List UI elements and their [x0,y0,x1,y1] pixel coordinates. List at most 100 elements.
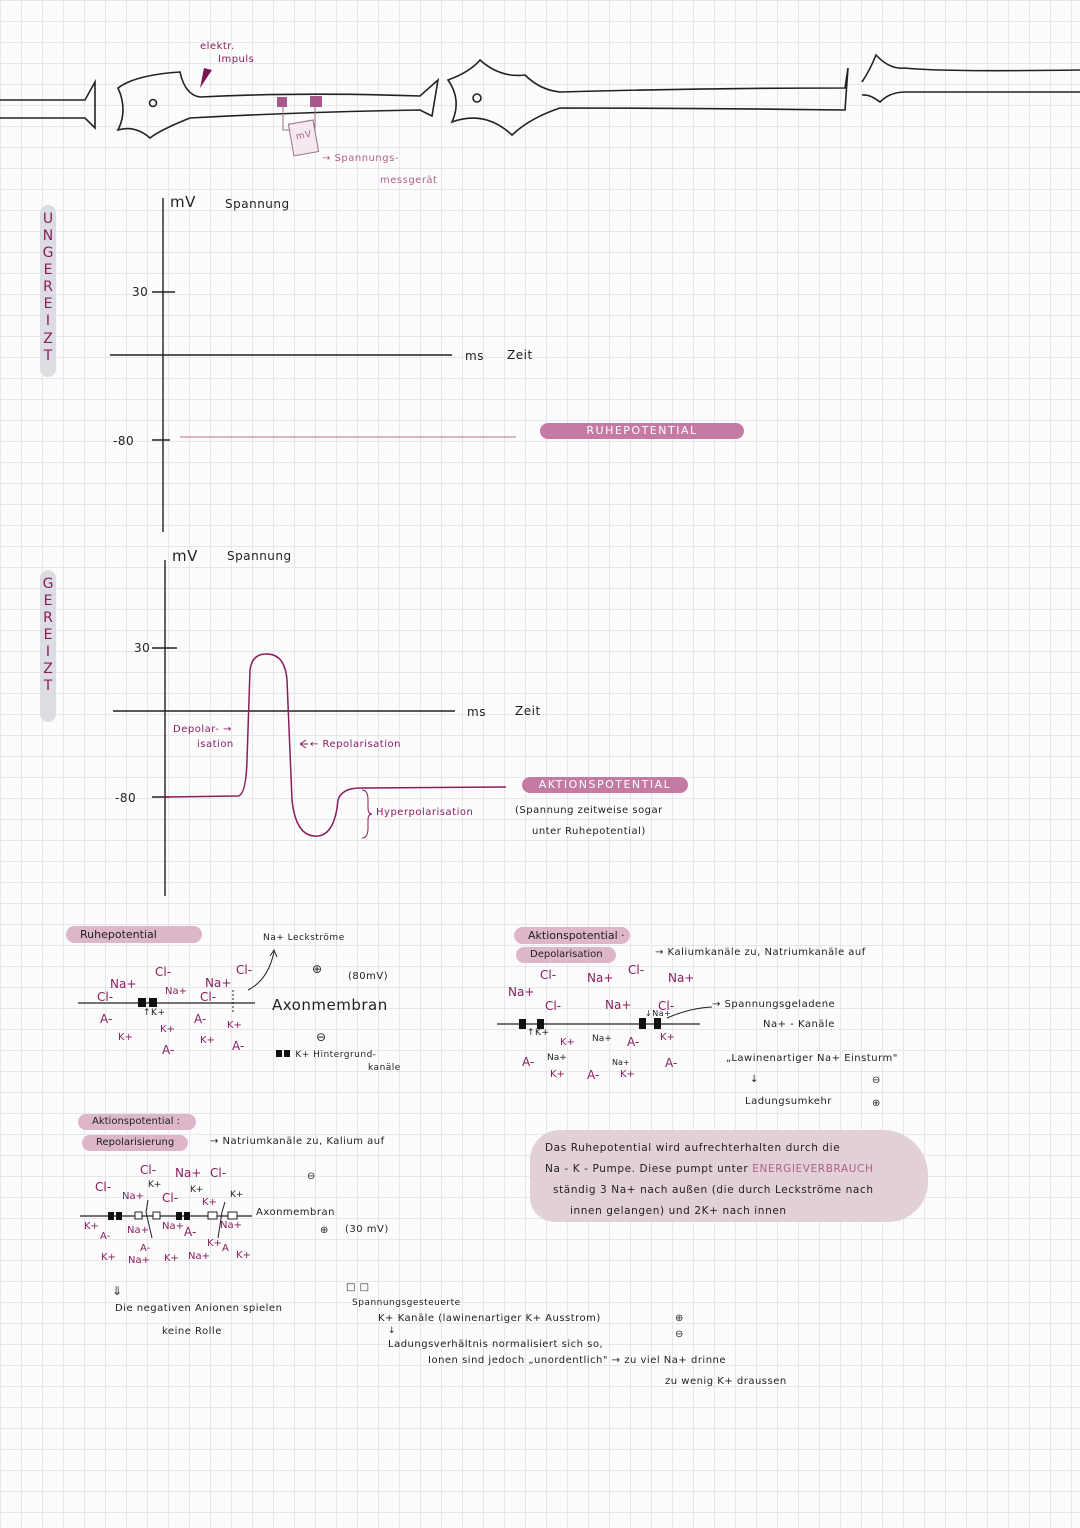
ion: A- [100,1012,113,1026]
ion: A- [184,1225,197,1239]
section-subtitle-repolarisierung: Repolarisierung [82,1135,188,1151]
summary-line: ständig 3 Na+ nach außen (die durch Leck… [553,1184,874,1196]
x-title: Zeit [507,348,533,362]
depolarisation-label: Depolar- → [173,724,232,735]
badge-aktionspotential: AKTIONSPOTENTIAL [522,777,688,794]
section-title-aktionspotential: Aktionspotential · [514,927,630,945]
badge-ruhepotential: RUHEPOTENTIAL [540,423,744,440]
ion: Na+ [612,1058,630,1067]
x-unit: ms [467,705,486,719]
ion: Na+ [122,1191,144,1202]
legend-text-3: Ladungsverhältnis normalisiert sich so, [388,1339,604,1350]
y-title: Spannung [225,197,290,211]
summary-line: Das Ruhepotential wird aufrechterhalten … [545,1142,841,1154]
ion: K+ [560,1037,575,1048]
summary-highlight [530,1130,928,1222]
ion: K+ [164,1253,179,1264]
legend-symbol: □ □ [346,1282,370,1293]
y-title: Spannung [227,549,292,563]
legend-k-channels: K+ Hintergrund- [276,1050,377,1060]
ion: A- [162,1043,175,1057]
ion: Na+ [175,1166,202,1180]
y-unit: mV [172,547,198,565]
meter-label: → Spannungs- [322,153,399,164]
ion: K+ [236,1250,251,1261]
ion: Cl- [545,999,562,1013]
x-title: Zeit [515,704,541,718]
section-title-ruhepotential: Ruhepotential [66,926,202,944]
ion: A- [194,1012,207,1026]
x-unit: ms [465,349,484,363]
ion: Cl- [140,1163,157,1177]
k-arrow: ↑K+ [527,1028,550,1038]
ion: Cl- [658,999,675,1013]
impulse-label: elektr. [200,41,235,52]
ion: Cl- [162,1191,179,1205]
ion: K+ [207,1238,222,1249]
ion: Na+ [188,1251,210,1262]
ion: Na+ [592,1034,612,1044]
tick-30: 30 [132,285,149,299]
ion: Na+ [165,986,187,997]
membrane-label: Axonmembran [272,996,388,1014]
ion: Cl- [155,965,172,979]
k-arrow: ↑K+ [143,1008,166,1018]
meter-label-2: messgerät [380,175,438,186]
ion: A- [522,1055,535,1069]
ion: Cl- [200,990,217,1004]
legend-text-2: K+ Kanäle (lawinenartiger K+ Ausstrom) [378,1313,601,1324]
plus-sign: ⊕ [872,1098,881,1109]
ion: K+ [227,1020,242,1031]
ion: Cl- [97,990,114,1004]
double-down-arrow: ⇓ [112,1284,123,1298]
ion: Na+ [127,1225,149,1236]
ion: Na+ [110,977,137,991]
conclusion-text-2: keine Rolle [162,1326,222,1337]
ion: K+ [620,1069,635,1080]
side-label-stimulated: GEREIZT [40,570,56,722]
ion: Na+ [547,1053,567,1063]
ion: Na+ [220,1220,242,1231]
ion: K+ [84,1221,99,1232]
hyperpol-note: (Spannung zeitweise sogar [515,805,663,816]
channel-label-2: Na+ - Kanäle [763,1019,835,1030]
neuron-drawing [0,53,1080,140]
ion: K+ [118,1032,133,1043]
summary-line: innen gelangen) und 2K+ nach innen [570,1205,787,1217]
hyperpol-note-2: unter Ruhepotential) [532,826,646,837]
section-title-aktionspotential: Aktionspotential : [78,1114,196,1130]
repol-note: → Natriumkanäle zu, Kalium auf [210,1136,385,1147]
ion: K+ [190,1185,204,1195]
ion: A [222,1243,229,1254]
ion: A- [665,1056,678,1070]
down-arrow: ↓ [750,1074,759,1085]
ion: A- [100,1231,111,1242]
ion: K+ [160,1024,175,1035]
ion: A- [140,1243,151,1254]
section-subtitle-depolarisation: Depolarisation [516,947,616,963]
hyperpol-brace [361,789,373,839]
graph-action-axes [113,560,455,896]
minus-sign: ⊖ [307,1171,316,1182]
ion: Na+ [605,998,632,1012]
impulse-label-2: Impuls [218,54,255,65]
membrane-label: Axonmembran [256,1207,335,1218]
hyperpolarisation-label: Hyperpolarisation [376,807,474,818]
graph-resting-axes [110,198,452,532]
electrode-1 [277,97,287,107]
down-arrow: ↓ [388,1326,397,1336]
ion: A- [627,1035,640,1049]
ion: Cl- [210,1166,227,1180]
ion: A- [587,1068,600,1082]
ion: Na+ [587,971,614,985]
conclusion-text: Die negativen Anionen spielen [115,1303,283,1314]
ion: Cl- [540,968,557,982]
ion: Na+ [205,976,232,990]
legend-text-5: zu wenig K+ draussen [665,1376,787,1387]
voltage-label: (30 mV) [345,1224,389,1235]
ion: K+ [101,1252,116,1263]
tick-minus-80: -80 [113,434,135,448]
voltage-label: (80mV) [348,971,389,982]
voltmeter [287,119,320,157]
